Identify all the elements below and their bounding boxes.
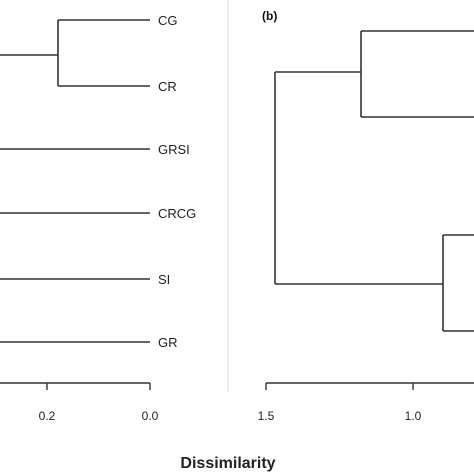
panel-b: (b) 1.5 1.0 [258,9,474,423]
panel-b-tick-label-1-5: 1.5 [258,409,275,423]
panel-a: CG CR GRSI CRCG SI GR 0.2 0.0 [0,13,196,423]
leaf-label-cr: CR [158,79,177,94]
leaf-label-si: SI [158,272,170,287]
panel-a-tick-label-0-2: 0.2 [39,409,56,423]
leaf-label-crcg: CRCG [158,206,196,221]
panel-b-tick-label-1-0: 1.0 [405,409,422,423]
leaf-label-cg: CG [158,13,178,28]
panel-a-tick-label-0-0: 0.0 [142,409,159,423]
panel-b-label: (b) [262,9,277,23]
leaf-label-gr: GR [158,335,178,350]
leaf-label-grsi: GRSI [158,142,190,157]
axis-title: Dissimilarity [180,455,275,472]
